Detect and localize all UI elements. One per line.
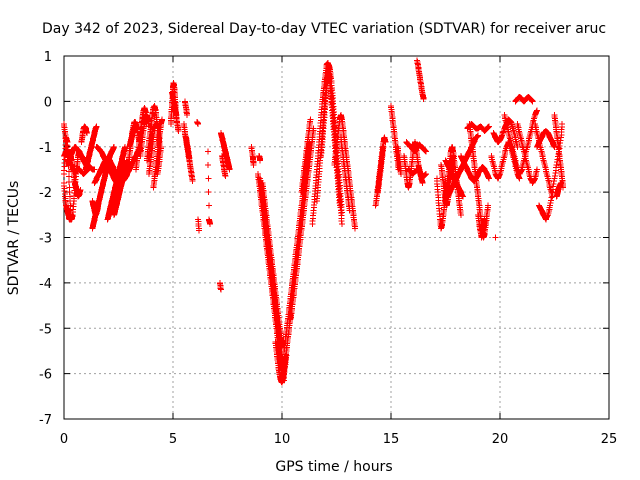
axis-ticks: 0 5 10 15 20 25 -7 -6 -5 -4 -3 -2 -1 0 1 bbox=[39, 50, 617, 447]
x-axis-label: GPS time / hours bbox=[275, 459, 392, 475]
data-points bbox=[61, 57, 567, 386]
y-axis-label: SDTVAR / TECUs bbox=[6, 181, 22, 296]
y-tick-label: 1 bbox=[44, 50, 52, 65]
y-tick-label: -7 bbox=[39, 413, 52, 428]
y-tick-label: 0 bbox=[44, 95, 52, 110]
x-tick-label: 15 bbox=[383, 432, 400, 447]
y-tick-label: -2 bbox=[39, 186, 52, 201]
x-tick-label: 10 bbox=[274, 432, 291, 447]
x-tick-label: 5 bbox=[169, 432, 177, 447]
chart-title: Day 342 of 2023, Sidereal Day-to-day VTE… bbox=[42, 21, 606, 37]
x-tick-label: 0 bbox=[60, 432, 68, 447]
y-tick-label: -1 bbox=[39, 141, 52, 156]
scatter-markers bbox=[61, 57, 567, 386]
y-tick-label: -4 bbox=[39, 277, 52, 292]
x-tick-label: 20 bbox=[492, 432, 509, 447]
y-tick-label: -6 bbox=[39, 368, 52, 383]
y-tick-label: -3 bbox=[39, 232, 52, 247]
x-tick-label: 25 bbox=[601, 432, 618, 447]
y-tick-label: -5 bbox=[39, 322, 52, 337]
plot-frame bbox=[63, 55, 610, 420]
